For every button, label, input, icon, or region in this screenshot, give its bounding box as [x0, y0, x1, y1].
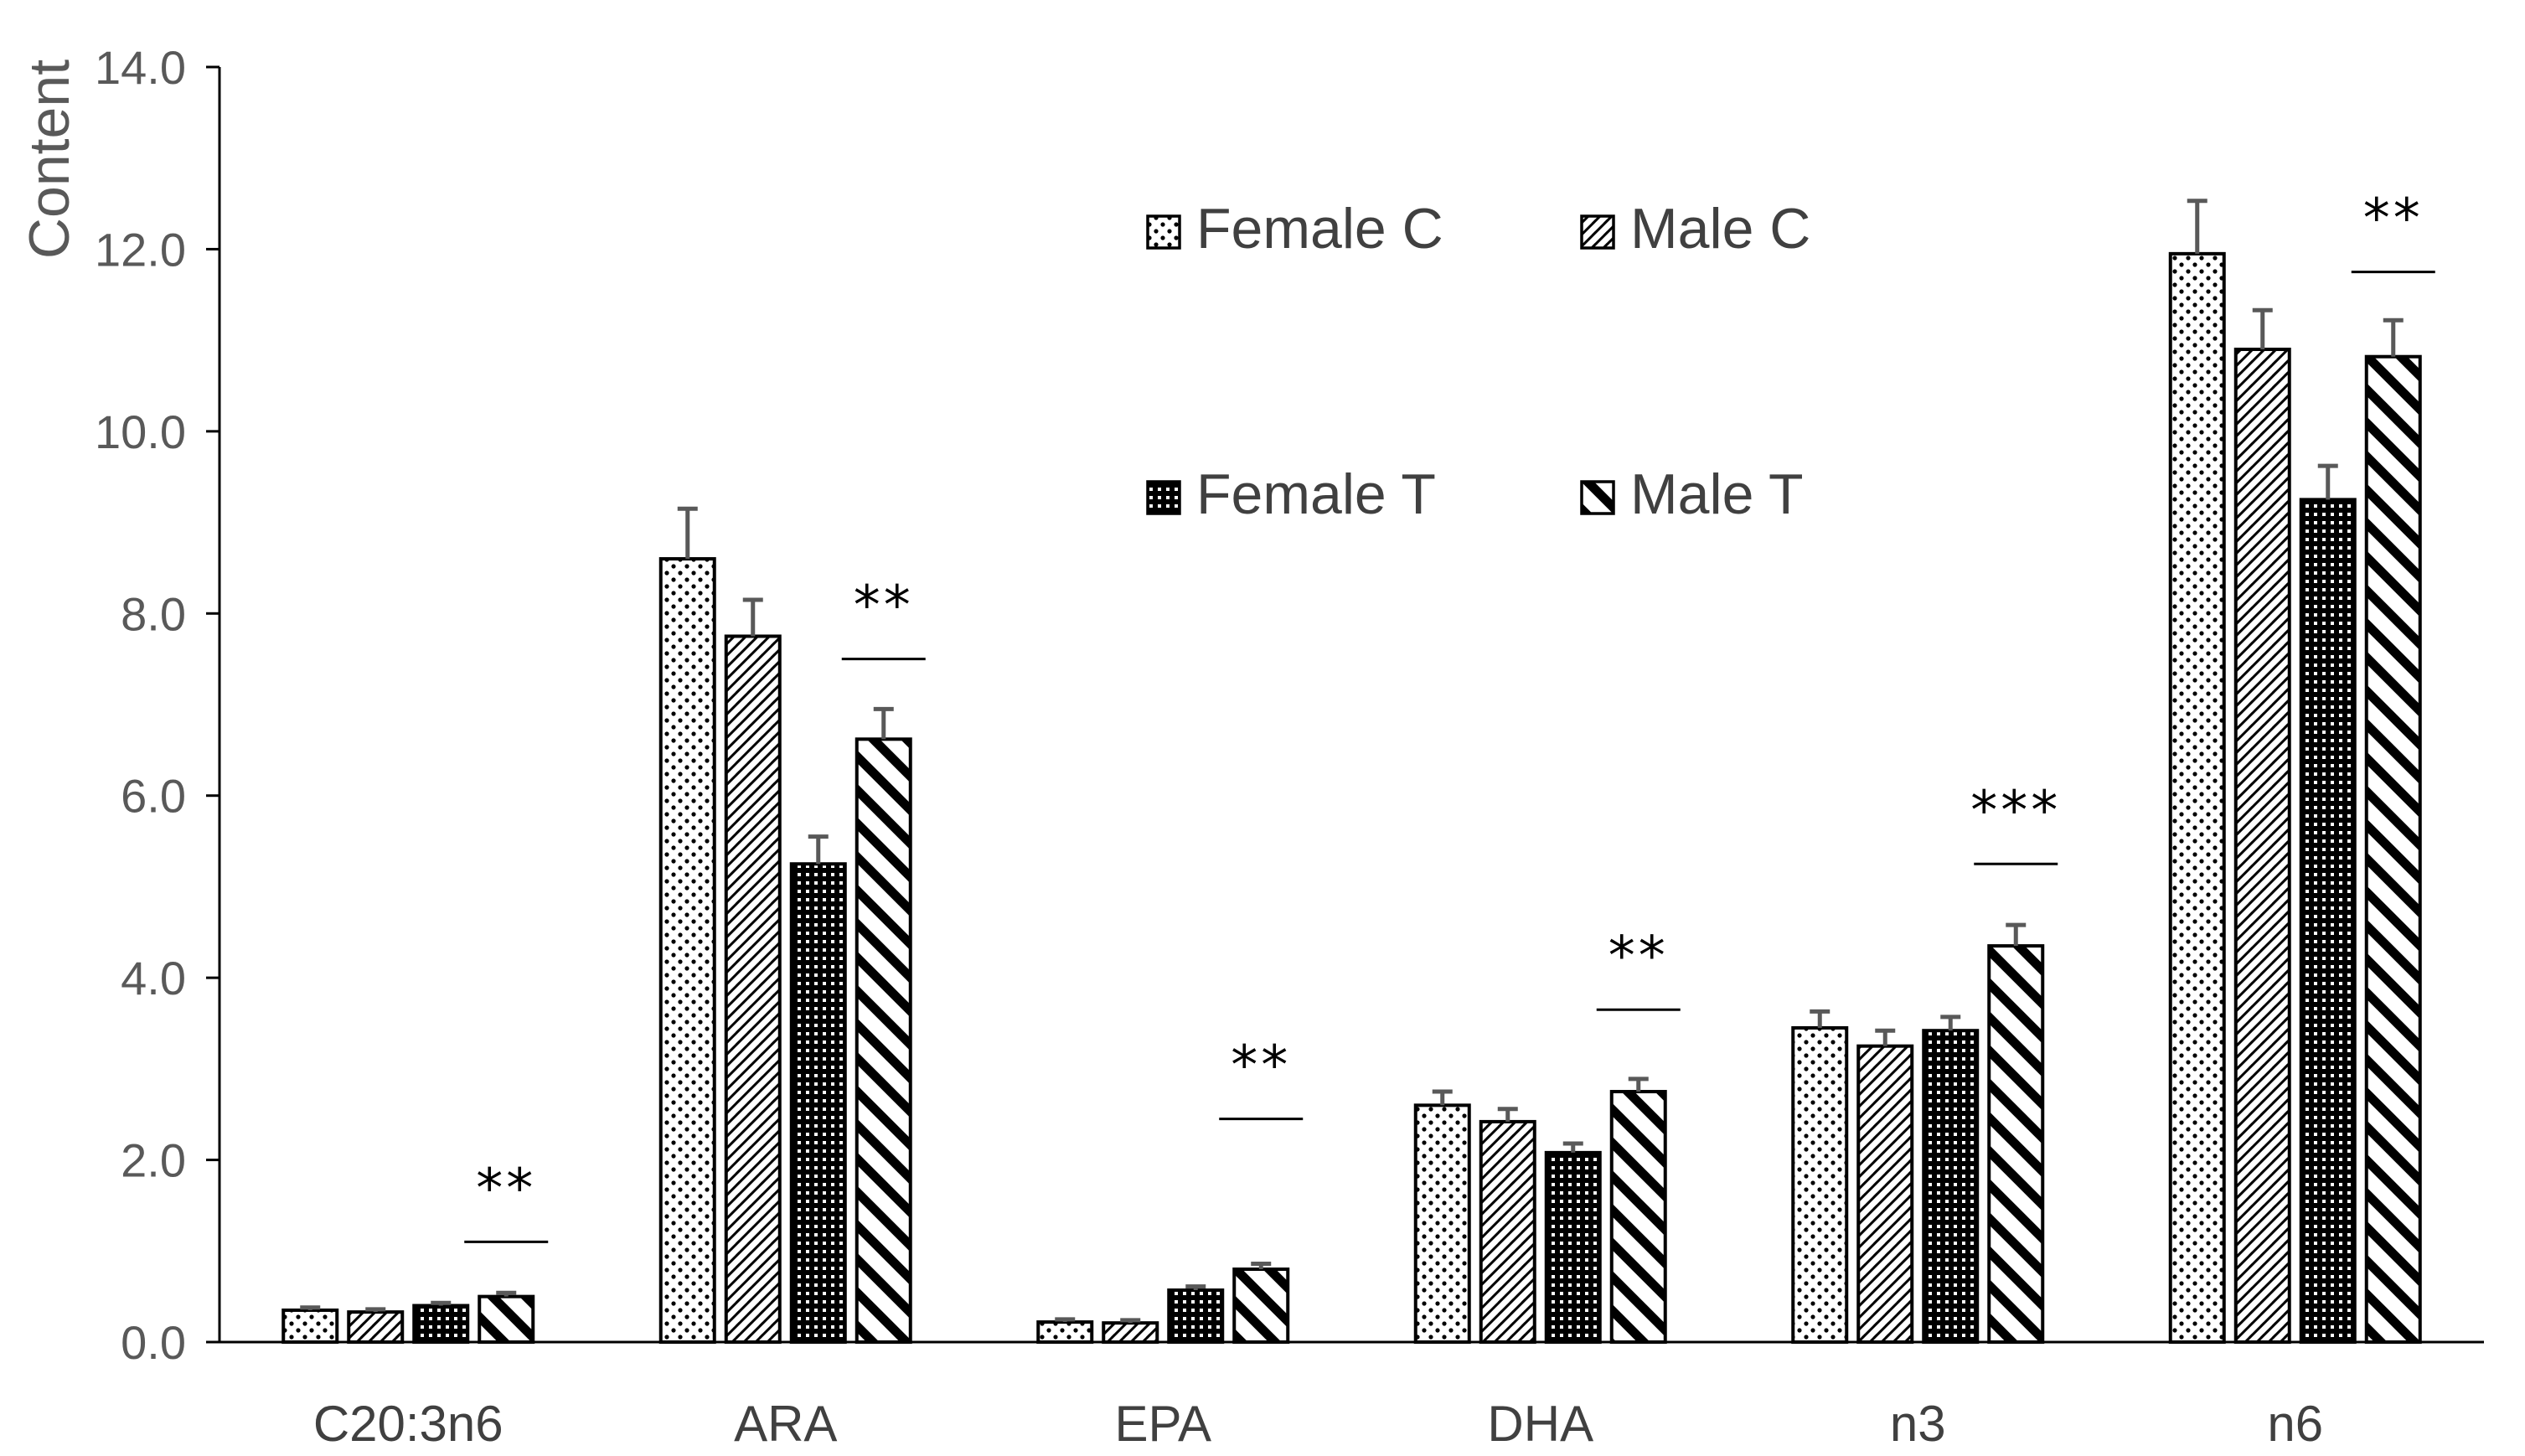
- bar: [1856, 1044, 1914, 1345]
- legend-label: Male T: [1630, 462, 1804, 526]
- significance-stars: **: [2363, 188, 2424, 250]
- bar: [281, 1308, 339, 1344]
- bar: [855, 737, 912, 1344]
- significance-stars: **: [476, 1158, 536, 1220]
- y-tick-label: 10.0: [95, 405, 186, 458]
- bar: [1036, 1320, 1094, 1345]
- bar: [412, 1304, 470, 1344]
- bar: [2168, 251, 2226, 1345]
- legend-swatch: [1146, 480, 1181, 515]
- bar: [1479, 1119, 1536, 1344]
- y-tick-label: 14.0: [95, 41, 186, 94]
- y-tick-label: 12.0: [95, 223, 186, 276]
- legend-label: Female T: [1196, 462, 1436, 526]
- legend-swatch: [1580, 480, 1615, 515]
- bar: [658, 557, 716, 1344]
- x-tick-label: DHA: [1487, 1396, 1593, 1452]
- significance-stars: **: [1231, 1035, 1291, 1097]
- significance-stars: ***: [1970, 780, 2061, 842]
- bar: [2299, 498, 2357, 1344]
- bar: [2364, 354, 2422, 1344]
- x-tick-label: ARA: [734, 1396, 837, 1452]
- bar: [1609, 1090, 1667, 1345]
- bar: [789, 862, 847, 1344]
- bar: [478, 1294, 535, 1344]
- y-tick-label: 8.0: [121, 587, 186, 640]
- bar: [2233, 348, 2291, 1344]
- y-tick-label: 6.0: [121, 770, 186, 823]
- bar: [1232, 1268, 1290, 1344]
- legend-item: Female T: [1146, 462, 1436, 526]
- y-axis-title: Content: [18, 59, 81, 259]
- legend-item: Female C: [1146, 197, 1443, 261]
- bar: [1167, 1288, 1225, 1344]
- bar: [1791, 1025, 1849, 1344]
- x-tick-label: n6: [2267, 1396, 2323, 1452]
- y-tick-label: 4.0: [121, 952, 186, 1004]
- x-tick-label: C20:3n6: [313, 1396, 503, 1452]
- legend-item: Male T: [1580, 462, 1804, 526]
- bar: [1544, 1150, 1602, 1344]
- legend-label: Male C: [1630, 197, 1810, 261]
- bar: [1987, 944, 2045, 1345]
- y-tick-label: 2.0: [121, 1134, 186, 1187]
- significance-stars: **: [1608, 926, 1669, 988]
- legend-item: Male C: [1580, 197, 1810, 261]
- bar: [1413, 1103, 1471, 1345]
- x-tick-label: EPA: [1114, 1396, 1211, 1452]
- bar: [1922, 1029, 1980, 1344]
- significance-stars: **: [854, 576, 914, 638]
- y-tick-label: 0.0: [121, 1316, 186, 1369]
- x-tick-label: n3: [1890, 1396, 1946, 1452]
- bar: [347, 1310, 405, 1344]
- legend-swatch: [1580, 214, 1615, 250]
- legend-label: Female C: [1196, 197, 1443, 261]
- bar: [1102, 1321, 1159, 1345]
- legend-swatch: [1146, 214, 1181, 250]
- bar: [724, 634, 782, 1344]
